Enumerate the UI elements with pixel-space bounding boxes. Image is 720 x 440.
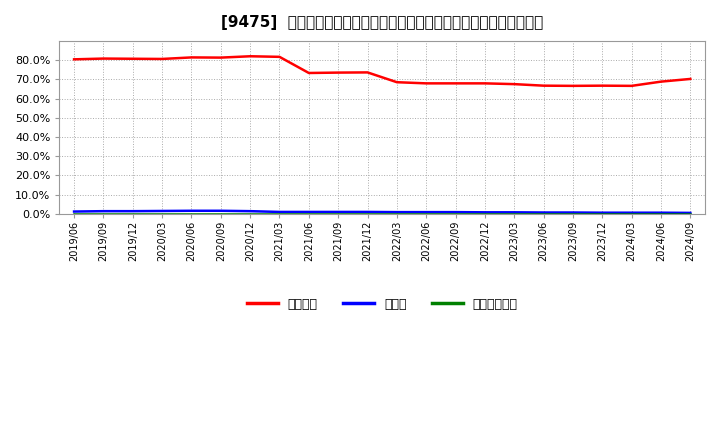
Legend: 自己資本, のれん, 繰延税金資産: 自己資本, のれん, 繰延税金資産 bbox=[242, 293, 523, 316]
Title: [9475]  自己資本、のれん、繰延税金資産の総資産に対する比率の推移: [9475] 自己資本、のれん、繰延税金資産の総資産に対する比率の推移 bbox=[221, 15, 544, 30]
